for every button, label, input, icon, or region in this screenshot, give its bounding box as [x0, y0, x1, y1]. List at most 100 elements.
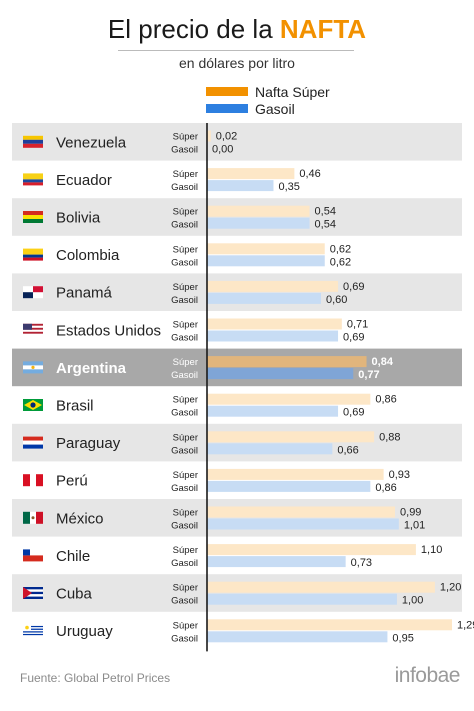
value-label-super-bolivia: 0,54	[315, 206, 336, 218]
bar-super-uruguay	[207, 619, 452, 631]
row-background-cuba	[12, 574, 462, 612]
category-label-cuba: Cuba	[56, 586, 93, 603]
panama-flag-icon	[23, 286, 43, 299]
category-label-paraguay: Paraguay	[56, 435, 121, 452]
value-label-gasoil-peru: 0,86	[375, 482, 396, 494]
legend: Nafta Súper Gasoil	[206, 83, 330, 117]
value-label-super-colombia: 0,62	[330, 243, 351, 255]
bar-row-label-gasoil: Gasoil	[171, 182, 198, 193]
bar-row-label-gasoil: Gasoil	[171, 257, 198, 268]
legend-swatch-gasoil	[206, 104, 248, 113]
category-label-mexico: México	[56, 510, 104, 527]
value-label-gasoil-paraguay: 0,66	[337, 444, 358, 456]
category-label-brasil: Brasil	[56, 398, 94, 415]
bar-gasoil-bolivia	[207, 217, 310, 229]
cuba-flag-icon	[23, 587, 43, 599]
value-label-gasoil-cuba: 1,00	[402, 595, 423, 607]
uruguay-flag-icon	[23, 624, 43, 637]
bar-gasoil-paraguay	[207, 443, 333, 455]
value-label-super-peru: 0,93	[389, 469, 410, 481]
bar-super-venezuela	[207, 130, 211, 142]
venezuela-flag-icon	[23, 135, 43, 148]
bar-row-label-super: Súper	[173, 282, 198, 293]
value-label-super-panama: 0,69	[343, 281, 364, 293]
bar-gasoil-uruguay	[207, 631, 388, 643]
bar-row-label-super: Súper	[173, 357, 198, 368]
bar-row-label-gasoil: Gasoil	[171, 445, 198, 456]
bar-gasoil-estados-unidos	[207, 330, 339, 342]
bar-row-label-super: Súper	[173, 244, 198, 255]
bar-gasoil-mexico	[207, 518, 399, 530]
usa-flag-icon	[23, 323, 43, 336]
bar-row-label-gasoil: Gasoil	[171, 558, 198, 569]
bar-row-label-gasoil: Gasoil	[171, 333, 198, 344]
bar-super-estados-unidos	[207, 318, 342, 330]
subtitle: en dólares por litro	[179, 55, 295, 71]
legend-swatch-super	[206, 87, 248, 96]
title-prefix: El precio de la	[107, 14, 273, 44]
bar-super-argentina	[207, 356, 367, 368]
bar-super-brasil	[207, 393, 371, 405]
value-label-super-argentina: 0,84	[372, 356, 394, 368]
title-highlight: NAFTA	[279, 14, 367, 44]
chile-flag-icon	[23, 549, 43, 562]
bar-gasoil-chile	[207, 556, 346, 568]
bar-super-chile	[207, 544, 416, 556]
bar-gasoil-peru	[207, 480, 371, 492]
page-title: El precio de la NAFTA	[0, 14, 474, 45]
bar-row-label-super: Súper	[173, 395, 198, 406]
bar-super-colombia	[207, 243, 325, 255]
brand-logo: infobae	[394, 664, 461, 687]
row-background-venezuela	[12, 123, 462, 161]
bar-row-label-super: Súper	[173, 320, 198, 331]
ecuador-flag-icon	[23, 173, 43, 186]
category-label-peru: Perú	[56, 473, 88, 490]
bar-super-peru	[207, 468, 384, 480]
bar-row-label-gasoil: Gasoil	[171, 220, 198, 231]
bar-row-label-super: Súper	[173, 169, 198, 180]
bar-super-cuba	[207, 581, 435, 593]
value-label-gasoil-brasil: 0,69	[343, 407, 364, 419]
value-label-super-cuba: 1,20	[440, 582, 461, 594]
bar-gasoil-brasil	[207, 405, 339, 417]
mexico-flag-icon	[23, 511, 43, 524]
bar-gasoil-panama	[207, 292, 321, 304]
bar-row-label-super: Súper	[173, 207, 198, 218]
bar-super-paraguay	[207, 431, 375, 443]
value-label-super-paraguay: 0,88	[379, 431, 400, 443]
category-label-venezuela: Venezuela	[56, 134, 127, 151]
row-background-argentina	[12, 348, 462, 387]
value-label-super-mexico: 0,99	[400, 507, 421, 519]
value-label-gasoil-venezuela: 0,00	[212, 144, 233, 156]
legend-label-gasoil: Gasoil	[255, 100, 295, 117]
bar-row-label-gasoil: Gasoil	[171, 370, 198, 381]
bar-row-label-gasoil: Gasoil	[171, 145, 198, 156]
value-label-super-ecuador: 0,46	[299, 168, 320, 180]
value-label-gasoil-colombia: 0,62	[330, 256, 351, 268]
value-label-gasoil-ecuador: 0,35	[278, 181, 299, 193]
category-label-colombia: Colombia	[56, 247, 120, 264]
bar-row-label-super: Súper	[173, 132, 198, 143]
bar-row-label-super: Súper	[173, 432, 198, 443]
bolivia-flag-icon	[23, 211, 43, 223]
row-background-bolivia	[12, 198, 462, 236]
value-label-gasoil-mexico: 1,01	[404, 520, 425, 532]
bar-row-label-gasoil: Gasoil	[171, 633, 198, 644]
row-background-paraguay	[12, 423, 462, 462]
bar-row-label-super: Súper	[173, 545, 198, 556]
brazil-flag-icon	[23, 399, 43, 411]
paraguay-flag-icon	[23, 436, 43, 449]
value-label-gasoil-bolivia: 0,54	[315, 219, 336, 231]
bar-super-bolivia	[207, 205, 310, 217]
bar-row-label-gasoil: Gasoil	[171, 596, 198, 607]
legend-label-super: Nafta Súper	[255, 83, 330, 100]
category-label-bolivia: Bolivia	[56, 210, 101, 227]
category-label-estados-unidos: Estados Unidos	[56, 322, 161, 339]
source-note: Fuente: Global Petrol Prices	[20, 671, 171, 685]
value-label-gasoil-uruguay: 0,95	[392, 632, 413, 644]
bar-gasoil-cuba	[207, 593, 397, 605]
bar-super-ecuador	[207, 168, 295, 180]
value-label-gasoil-argentina: 0,77	[358, 369, 379, 381]
row-background-panama	[12, 273, 462, 311]
